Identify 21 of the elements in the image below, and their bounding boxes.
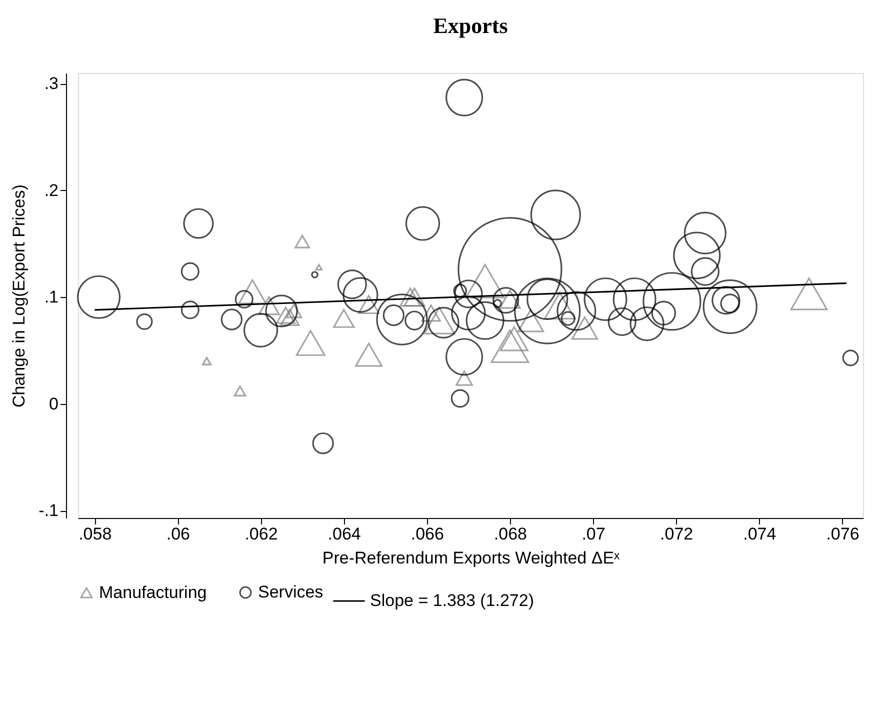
x-tick-label: .072	[660, 524, 694, 544]
y-tick-label: -.1	[38, 501, 58, 520]
x-tick-label: .076	[826, 524, 860, 544]
legend-label: Services	[258, 582, 324, 602]
x-axis-title: Pre-Referendum Exports Weighted ΔEˣ	[322, 548, 620, 568]
y-axis-title: Change in Log(Export Prices)	[10, 184, 29, 408]
y-tick-label: 0	[49, 394, 58, 414]
legend-label: Slope = 1.383 (1.272)	[370, 591, 534, 610]
x-tick-label: .068	[494, 524, 528, 544]
x-tick-label: .074	[743, 524, 776, 544]
x-tick-label: .066	[410, 524, 444, 544]
x-tick-label: .07	[582, 524, 606, 544]
chart-title: Exports	[433, 13, 508, 38]
y-tick-label: .1	[44, 288, 58, 307]
x-tick-label: .062	[244, 524, 278, 544]
x-tick-label: .064	[328, 524, 361, 544]
legend-label: Manufacturing	[99, 582, 207, 602]
y-tick-label: .3	[44, 74, 58, 94]
x-tick-label: .06	[166, 524, 190, 544]
x-tick-label: .058	[78, 524, 112, 544]
y-tick-label: .2	[44, 180, 58, 200]
